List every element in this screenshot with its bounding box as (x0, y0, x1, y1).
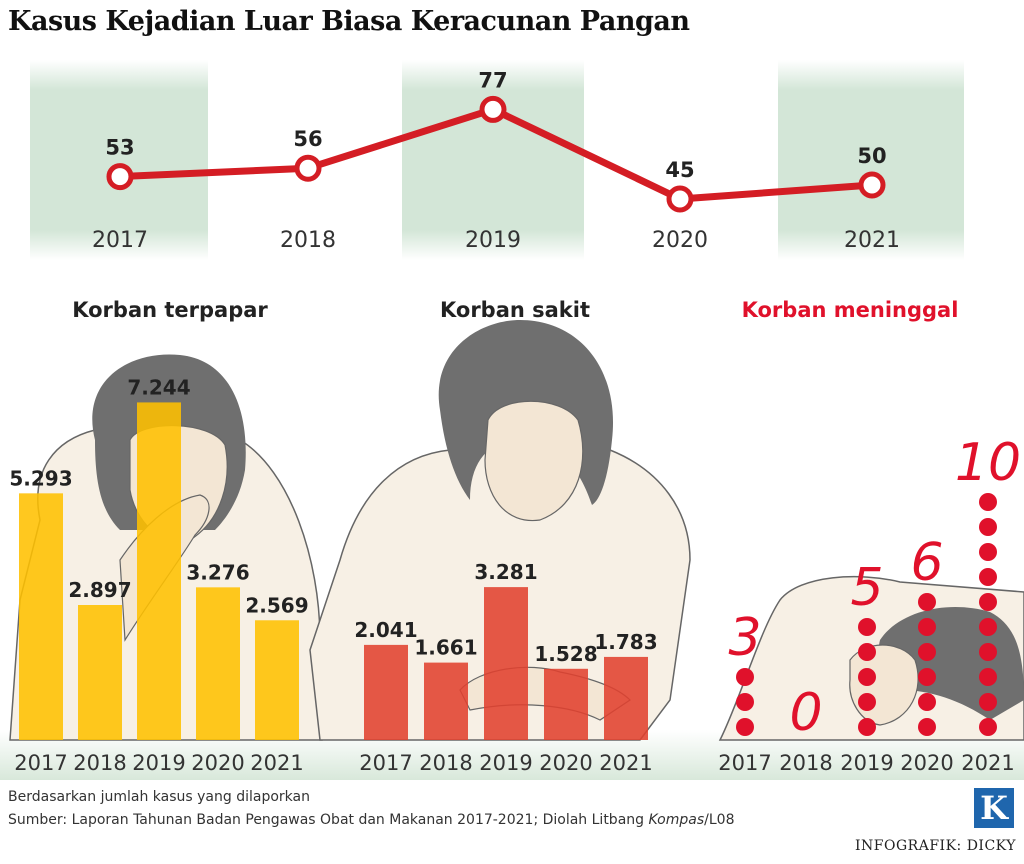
sakit-data-label-2018: 1.661 (414, 636, 477, 660)
meninggal-dot-2019-3 (858, 668, 876, 686)
sakit-data-label-2020: 1.528 (534, 642, 597, 666)
panel-title-terpapar: Korban terpapar (72, 298, 268, 322)
bar-chart-sakit: 2.041 2017 1.661 2018 3.281 2019 1.528 2020 1.78… (354, 560, 657, 775)
sakit-data-label-2019: 3.281 (474, 560, 537, 584)
meninggal-dot-2021-4 (979, 643, 997, 661)
dot-chart-meninggal: 3 2017 0 2018 5 2019 6 2020 10 2021 (718, 433, 1021, 775)
meninggal-tick-label-2019: 2019 (840, 751, 893, 775)
source-note: Sumber: Laporan Tahunan Badan Pengawas O… (8, 812, 735, 828)
source-suffix: /L08 (704, 812, 735, 828)
meninggal-data-label-2021: 10 (955, 433, 1021, 493)
line-tick-label-2017: 2017 (92, 228, 148, 253)
line-chart-cases: 53 2017 56 2018 77 2019 45 2020 50 2021 (92, 68, 900, 253)
panel-title-sakit: Korban sakit (439, 298, 591, 322)
terpapar-data-label-2018: 2.897 (68, 578, 131, 602)
meninggal-dot-2017-3 (736, 668, 754, 686)
meninggal-data-label-2018: 0 (789, 683, 822, 743)
panel-title-meninggal: Korban meninggal (741, 298, 959, 322)
meninggal-dot-2021-5 (979, 618, 997, 636)
terpapar-data-label-2017: 5.293 (9, 466, 72, 490)
meninggal-tick-label-2017: 2017 (718, 751, 771, 775)
meninggal-dot-2019-1 (858, 718, 876, 736)
line-point-2020 (666, 185, 694, 213)
source-text: Sumber: Laporan Tahunan Badan Pengawas O… (8, 812, 649, 828)
sakit-tick-label-2021: 2021 (599, 751, 652, 775)
year-band-2019 (402, 60, 584, 260)
terpapar-bar-2018 (78, 604, 122, 740)
sakit-tick-label-2020: 2020 (539, 751, 592, 775)
sakit-bar-2019 (484, 587, 528, 740)
meninggal-dot-2021-8 (979, 543, 997, 561)
terpapar-bar-2020 (196, 587, 240, 740)
line-tick-label-2018: 2018 (280, 228, 336, 253)
terpapar-bar-2019 (137, 402, 181, 740)
meninggal-dot-2021-6 (979, 593, 997, 611)
meninggal-dot-2020-1 (918, 718, 936, 736)
terpapar-data-label-2021: 2.569 (245, 593, 308, 617)
meninggal-data-label-2019: 5 (850, 558, 883, 618)
line-data-label-2018: 56 (293, 127, 322, 151)
meninggal-tick-label-2020: 2020 (900, 751, 953, 775)
year-band-2017 (30, 60, 208, 260)
line-tick-label-2020: 2020 (652, 228, 708, 253)
chart-title: Kasus Kejadian Luar Biasa Keracunan Pang… (8, 6, 690, 37)
bar-chart-terpapar: 5.293 2017 2.897 2018 7.244 2019 3.276 2020 2.56… (9, 375, 308, 775)
meninggal-dot-2021-2 (979, 693, 997, 711)
terpapar-data-label-2020: 3.276 (186, 560, 249, 584)
meninggal-dot-2017-2 (736, 693, 754, 711)
sakit-tick-label-2017: 2017 (359, 751, 412, 775)
terpapar-tick-label-2017: 2017 (14, 751, 67, 775)
footnote: Berdasarkan jumlah kasus yang dilaporkan (8, 789, 310, 805)
sakit-bar-2017 (364, 644, 408, 740)
meninggal-data-label-2020: 6 (910, 533, 943, 593)
meninggal-dot-2021-10 (979, 493, 997, 511)
line-data-label-2020: 45 (665, 158, 694, 182)
meninggal-dot-2020-4 (918, 643, 936, 661)
meninggal-dot-2020-3 (918, 668, 936, 686)
line-tick-label-2021: 2021 (844, 228, 900, 253)
line-data-label-2021: 50 (857, 144, 886, 168)
sakit-tick-label-2019: 2019 (479, 751, 532, 775)
meninggal-dot-2019-4 (858, 643, 876, 661)
terpapar-tick-label-2018: 2018 (73, 751, 126, 775)
sakit-bar-2018 (424, 662, 468, 740)
line-point-2019 (479, 95, 507, 123)
terpapar-tick-label-2019: 2019 (132, 751, 185, 775)
year-band-2021 (778, 60, 964, 260)
terpapar-tick-label-2020: 2020 (191, 751, 244, 775)
meninggal-dot-2019-5 (858, 618, 876, 636)
line-tick-label-2019: 2019 (465, 228, 521, 253)
sakit-bar-2020 (544, 668, 588, 740)
terpapar-bar-2021 (255, 620, 299, 740)
kompas-logo: K (974, 788, 1014, 828)
meninggal-dot-2019-2 (858, 693, 876, 711)
line-point-2021 (858, 171, 886, 199)
sakit-data-label-2021: 1.783 (594, 630, 657, 654)
infographic-credit: INFOGRAFIK: DICKY (855, 838, 1016, 854)
meninggal-tick-label-2021: 2021 (961, 751, 1014, 775)
meninggal-tick-label-2018: 2018 (779, 751, 832, 775)
line-data-label-2019: 77 (478, 68, 507, 92)
meninggal-dot-2017-1 (736, 718, 754, 736)
sakit-data-label-2017: 2.041 (354, 618, 417, 642)
source-publication: Kompas (648, 812, 705, 828)
terpapar-tick-label-2021: 2021 (250, 751, 303, 775)
meninggal-dot-2020-5 (918, 618, 936, 636)
meninggal-dot-2020-2 (918, 693, 936, 711)
year-bands (30, 60, 964, 260)
terpapar-data-label-2019: 7.244 (127, 375, 190, 399)
meninggal-dot-2021-9 (979, 518, 997, 536)
meninggal-data-label-2017: 3 (728, 608, 761, 668)
meninggal-dot-2020-6 (918, 593, 936, 611)
meninggal-dot-2021-3 (979, 668, 997, 686)
meninggal-dot-2021-7 (979, 568, 997, 586)
sakit-tick-label-2018: 2018 (419, 751, 472, 775)
line-point-2017 (106, 163, 134, 191)
terpapar-bar-2017 (19, 493, 63, 740)
line-point-2018 (294, 154, 322, 182)
line-data-label-2017: 53 (105, 136, 134, 160)
sakit-bar-2021 (604, 656, 648, 740)
meninggal-dot-2021-1 (979, 718, 997, 736)
